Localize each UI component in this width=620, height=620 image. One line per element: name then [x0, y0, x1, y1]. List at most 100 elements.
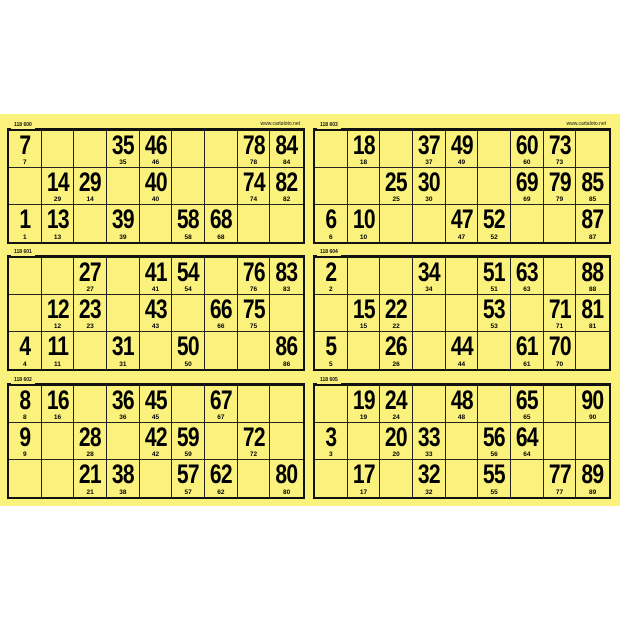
- empty-cell: [315, 131, 348, 168]
- cell-small-number: 68: [217, 234, 225, 241]
- empty-cell: [544, 205, 577, 242]
- number-cell: 44 44: [446, 332, 479, 369]
- empty-cell: [107, 423, 140, 460]
- cell-small-number: 11: [54, 361, 61, 368]
- empty-cell: [42, 460, 75, 497]
- number-cell: 36 36: [107, 386, 140, 423]
- cell-number: 43: [144, 295, 168, 324]
- cell-small-number: 21: [86, 489, 94, 496]
- cell-small-number: 84: [283, 159, 291, 166]
- number-cell: 41 41: [139, 258, 173, 295]
- cell-number: 88: [581, 258, 605, 287]
- empty-cell: [576, 131, 609, 168]
- cell-number: 37: [417, 131, 441, 160]
- number-cell: 49 49: [445, 131, 479, 168]
- cell-small-number: 26: [392, 361, 400, 368]
- number-cell: 89 89: [576, 460, 609, 497]
- cell-number: 15: [352, 295, 376, 324]
- cell-number: 47: [450, 205, 474, 234]
- number-cell: 84 84: [270, 131, 303, 168]
- number-cell: 35 35: [107, 131, 140, 168]
- cell-small-number: 18: [359, 159, 368, 166]
- cell-small-number: 8: [23, 414, 27, 421]
- cell-number: 69: [515, 168, 539, 197]
- cell-number: 79: [548, 168, 572, 197]
- cell-small-number: 69: [523, 196, 531, 203]
- number-cell: 43 43: [139, 295, 173, 332]
- cell-small-number: 88: [589, 286, 597, 293]
- cell-small-number: 53: [490, 323, 498, 330]
- number-cell: 56 56: [478, 423, 511, 460]
- cell-number: 5: [325, 332, 337, 361]
- number-cell: 57 57: [172, 460, 205, 497]
- cell-number: 61: [515, 332, 539, 361]
- bingo-sheet: 7 7 35 35 46 46 78 78 84 84 14 29 29 14 40 40 74 74 82 82 1 1…: [0, 114, 620, 506]
- cell-number: 3: [325, 423, 337, 452]
- number-cell: 19 19: [347, 386, 381, 423]
- cell-number: 54: [177, 258, 200, 287]
- cell-number: 17: [352, 460, 376, 489]
- number-cell: 68 68: [205, 205, 238, 242]
- number-cell: 60 60: [511, 131, 544, 168]
- empty-cell: [478, 131, 511, 168]
- cell-number: 21: [79, 460, 102, 489]
- cell-small-number: 15: [359, 323, 368, 330]
- number-cell: 26 26: [380, 332, 413, 369]
- number-cell: 90 90: [576, 386, 609, 423]
- cell-small-number: 9: [23, 451, 27, 458]
- number-cell: 59 59: [172, 423, 205, 460]
- number-cell: 16 16: [41, 386, 75, 423]
- cell-small-number: 74: [249, 196, 258, 203]
- cell-number: 40: [144, 168, 168, 197]
- number-cell: 14 29: [41, 168, 75, 205]
- number-cell: 30 30: [413, 168, 446, 205]
- cell-number: 67: [209, 386, 233, 415]
- empty-cell: [380, 258, 413, 295]
- number-cell: 25 25: [380, 168, 413, 205]
- cell-number: 9: [19, 423, 31, 452]
- bingo-card: 2 2 34 34 51 51 63 63 88 88 15 15 22 22 53 53 71 71 81 81 5 5…: [313, 248, 611, 371]
- cell-number: 74: [242, 168, 266, 197]
- cell-small-number: 61: [523, 361, 531, 368]
- cell-small-number: 83: [283, 286, 291, 293]
- empty-cell: [238, 460, 271, 497]
- cell-small-number: 77: [555, 489, 564, 496]
- number-cell: 73 73: [543, 131, 577, 168]
- empty-cell: [270, 295, 303, 332]
- cell-small-number: 24: [392, 414, 400, 421]
- cell-number: 18: [352, 131, 376, 160]
- empty-cell: [237, 386, 271, 423]
- number-cell: 71 71: [543, 295, 577, 332]
- number-cell: 64 64: [511, 423, 544, 460]
- cell-small-number: 33: [425, 451, 433, 458]
- cell-number: 42: [144, 423, 168, 452]
- number-cell: 51 51: [478, 258, 511, 295]
- empty-cell: [315, 460, 348, 497]
- empty-cell: [205, 258, 238, 295]
- cell-number: 51: [483, 258, 506, 287]
- cell-small-number: 29: [53, 196, 62, 203]
- empty-cell: [413, 205, 446, 242]
- cell-number: 56: [483, 423, 506, 452]
- cell-number: 36: [111, 386, 135, 415]
- cell-number: 80: [275, 460, 299, 489]
- cell-small-number: 40: [151, 196, 160, 203]
- cell-small-number: 38: [119, 489, 127, 496]
- cell-number: 13: [46, 205, 70, 234]
- cell-small-number: 50: [184, 361, 192, 368]
- cell-small-number: 1: [23, 234, 27, 241]
- empty-cell: [205, 332, 238, 369]
- cell-number: 29: [79, 168, 102, 197]
- card-grid: 8 8 16 16 36 36 45 45 67 67 9 9 28 28 42 42 59 59 72 72 21 21…: [7, 383, 305, 499]
- empty-cell: [107, 168, 140, 205]
- card-serial: 118 602: [11, 376, 35, 384]
- cell-small-number: 87: [589, 234, 597, 241]
- cell-number: 81: [581, 295, 605, 324]
- cell-small-number: 10: [359, 234, 368, 241]
- number-cell: 66 66: [205, 295, 238, 332]
- empty-cell: [315, 168, 348, 205]
- cell-small-number: 48: [457, 414, 466, 421]
- empty-cell: [413, 332, 446, 369]
- number-cell: 67 67: [205, 386, 238, 423]
